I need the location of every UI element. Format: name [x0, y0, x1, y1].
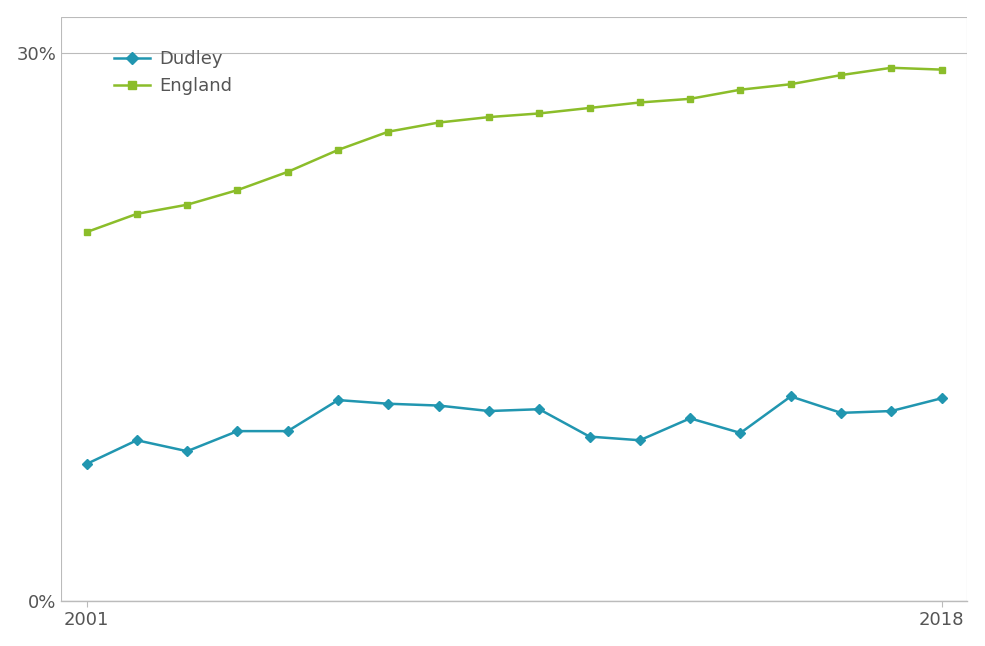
- Dudley: [282, 427, 294, 435]
- England: [81, 228, 93, 236]
- England: [886, 64, 897, 72]
- Dudley: [131, 436, 143, 444]
- England: [483, 113, 494, 121]
- England: [936, 66, 948, 74]
- Legend: Dudley, England: Dudley, England: [106, 43, 239, 103]
- Dudley: [231, 427, 243, 435]
- Dudley: [483, 407, 494, 415]
- England: [584, 104, 596, 112]
- England: [634, 99, 646, 107]
- England: [685, 95, 696, 103]
- Dudley: [181, 447, 193, 455]
- Dudley: [735, 429, 747, 437]
- England: [735, 86, 747, 94]
- Dudley: [584, 433, 596, 441]
- Bar: [61, 17, 967, 601]
- Dudley: [634, 436, 646, 444]
- England: [131, 210, 143, 218]
- Line: England: England: [83, 65, 946, 236]
- Line: Dudley: Dudley: [83, 393, 946, 468]
- Dudley: [81, 460, 93, 468]
- Dudley: [332, 396, 344, 404]
- England: [835, 71, 847, 79]
- England: [785, 80, 797, 88]
- Dudley: [382, 400, 394, 408]
- Dudley: [685, 415, 696, 422]
- England: [332, 146, 344, 154]
- England: [181, 201, 193, 209]
- England: [533, 110, 545, 118]
- Dudley: [432, 402, 444, 410]
- England: [282, 168, 294, 176]
- England: [432, 119, 444, 127]
- Dudley: [936, 394, 948, 402]
- Dudley: [835, 409, 847, 417]
- Dudley: [785, 393, 797, 401]
- Dudley: [533, 405, 545, 413]
- England: [382, 128, 394, 136]
- Dudley: [886, 407, 897, 415]
- England: [231, 186, 243, 194]
